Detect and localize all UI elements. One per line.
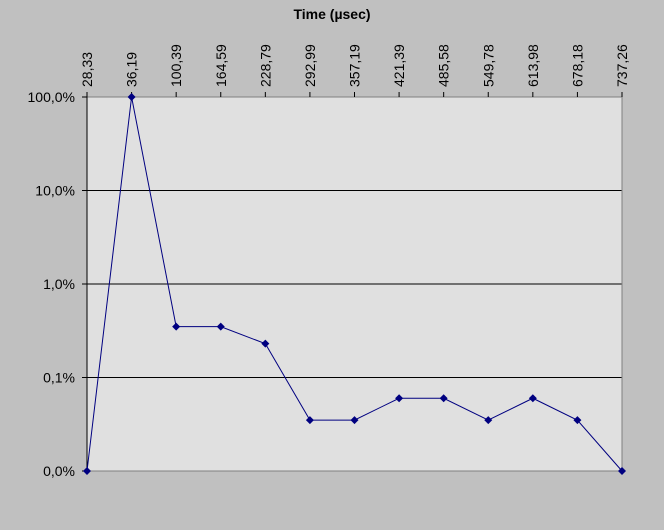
x-tick-label: 36,19	[124, 52, 140, 87]
y-tick-label: 100,0%	[28, 89, 75, 105]
data-point	[395, 394, 404, 403]
x-tick-label: 678,18	[569, 44, 585, 87]
y-tick-label: 0,0%	[43, 463, 75, 479]
data-point	[573, 416, 582, 425]
x-tick-label: 357,19	[347, 44, 363, 87]
x-tick-label: 613,98	[525, 44, 541, 87]
x-tick-label: 100,39	[168, 44, 184, 87]
x-tick-label: 228,79	[257, 44, 273, 87]
data-point	[172, 322, 181, 331]
y-tick-label: 10,0%	[35, 183, 75, 199]
y-tick-label: 0,1%	[43, 370, 75, 386]
data-point	[439, 394, 448, 403]
data-point	[305, 416, 314, 425]
data-point	[127, 93, 136, 101]
data-point	[216, 322, 225, 331]
data-point	[83, 467, 91, 475]
x-tick-label: 421,39	[391, 44, 407, 87]
data-point	[618, 467, 626, 475]
x-tick-label: 549,78	[480, 44, 496, 87]
x-tick-label: 28,33	[79, 52, 95, 87]
x-tick-label: 164,59	[213, 44, 229, 87]
x-tick-label: 737,26	[614, 44, 630, 87]
x-tick-label: 292,99	[302, 44, 318, 87]
x-axis-title: Time (µsec)	[293, 6, 371, 22]
x-tick-label: 485,58	[436, 44, 452, 87]
y-tick-label: 1,0%	[43, 276, 75, 292]
data-point	[484, 416, 493, 425]
data-point	[528, 394, 537, 403]
data-point	[261, 339, 270, 348]
data-point	[350, 416, 359, 425]
